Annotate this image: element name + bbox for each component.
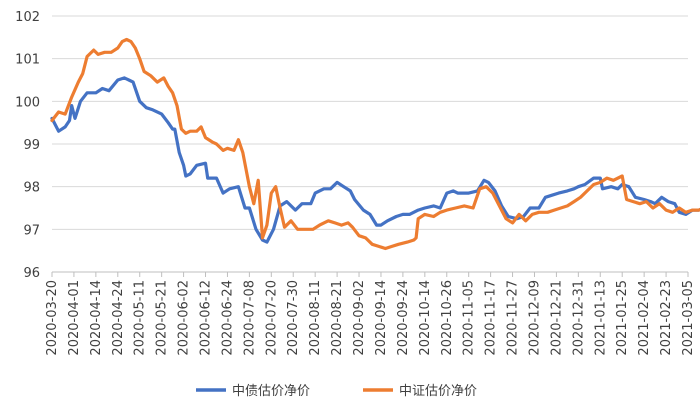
x-tick-label: 2020-07-20 <box>264 280 279 356</box>
x-tick-label: 2020-06-24 <box>220 280 235 356</box>
x-axis-ticks: 2020-03-20 2020-04-01 2020-04-14 2020-04-24… <box>45 272 696 356</box>
x-tick-label: 2020-09-02 <box>352 280 367 356</box>
x-tick-label: 2021-03-05 <box>681 280 696 356</box>
x-tick-label: 2021-01-13 <box>593 280 608 356</box>
x-tick-label: 2020-11-05 <box>462 280 477 356</box>
y-tick-label: 102 <box>15 10 40 25</box>
grid-lines <box>52 15 688 230</box>
x-tick-label: 2020-07-08 <box>242 280 257 356</box>
x-tick-label: 2020-05-11 <box>133 280 148 356</box>
series-line-0 <box>50 76 700 244</box>
x-tick-label: 2020-04-14 <box>89 280 104 356</box>
x-tick-label: 2021-02-23 <box>659 280 674 356</box>
legend-label-0: 中债估价净价 <box>232 384 310 399</box>
x-tick-label: 2020-10-26 <box>440 280 455 356</box>
legend-label-1: 中证估价净价 <box>399 384 477 399</box>
x-tick-label: 2020-03-20 <box>45 280 60 356</box>
y-tick-label: 96 <box>23 266 40 281</box>
y-tick-label: 100 <box>15 95 40 110</box>
x-tick-label: 2020-06-12 <box>199 280 214 356</box>
x-tick-label: 2021-01-25 <box>615 280 630 356</box>
x-tick-label: 2020-07-30 <box>286 280 301 356</box>
x-tick-label: 2020-11-27 <box>506 280 521 356</box>
x-tick-label: 2020-12-09 <box>527 280 542 356</box>
x-tick-label: 2020-06-02 <box>177 280 192 356</box>
series-lines <box>50 37 700 251</box>
x-tick-label: 2020-04-01 <box>67 280 82 356</box>
x-tick-label: 2021-02-04 <box>637 280 652 356</box>
y-tick-label: 98 <box>23 181 40 196</box>
legend: 中债估价净价 中证估价净价 <box>196 384 477 399</box>
x-tick-label: 2020-11-17 <box>484 280 499 356</box>
x-tick-label: 2020-09-14 <box>374 280 389 356</box>
x-tick-label: 2020-10-14 <box>418 280 433 356</box>
x-tick-label: 2020-12-21 <box>549 280 564 356</box>
x-tick-label: 2020-08-11 <box>308 280 323 356</box>
x-tick-label: 2020-12-31 <box>571 280 586 356</box>
y-tick-label: 101 <box>15 53 40 68</box>
y-tick-label: 97 <box>23 223 40 238</box>
y-tick-label: 99 <box>23 138 40 153</box>
x-tick-label: 2020-09-24 <box>396 280 411 356</box>
x-tick-label: 2020-05-21 <box>155 280 170 356</box>
x-tick-label: 2020-08-21 <box>330 280 345 356</box>
series-line-1 <box>50 37 700 251</box>
y-axis-ticks: 96 97 98 99 100 101 102 <box>15 10 40 281</box>
x-tick-label: 2020-04-24 <box>111 280 126 356</box>
